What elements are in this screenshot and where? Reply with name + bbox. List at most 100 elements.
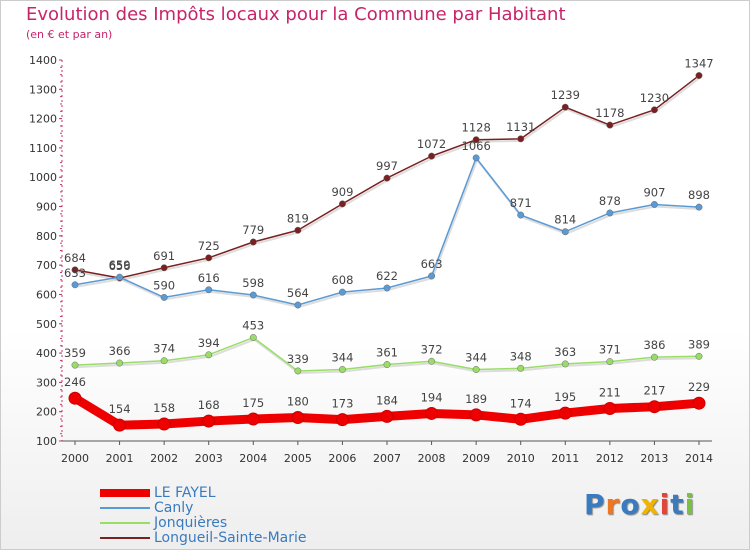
- x-tick-label: 2003: [195, 452, 223, 465]
- data-point-jonquieres: [606, 358, 614, 366]
- data-point-jonquieres: [695, 352, 703, 360]
- x-tick-label: 2005: [284, 452, 312, 465]
- y-tick-label: 1400: [29, 54, 57, 67]
- data-label-jonquieres: 394: [198, 336, 220, 350]
- data-point-jonquieres: [338, 366, 346, 373]
- data-label-jonquieres: 453: [242, 319, 264, 333]
- legend-swatch-le-fayel: [100, 489, 150, 497]
- legend-label-canly: Canly: [154, 500, 194, 516]
- data-label-le-fayel: 217: [643, 384, 665, 398]
- data-label-jonquieres: 366: [109, 344, 131, 358]
- chart-title: Evolution des Impôts locaux pour la Comm…: [26, 4, 566, 25]
- logo-letter: o: [620, 488, 641, 521]
- data-label-canly: 1066: [462, 139, 491, 153]
- data-label-canly: 564: [287, 286, 309, 300]
- legend-swatch-jonquieres: [100, 522, 150, 524]
- data-label-canly: 608: [331, 273, 353, 287]
- data-point-jonquieres: [205, 351, 213, 359]
- logo-letter: P: [584, 488, 606, 521]
- data-point-canly: [116, 273, 124, 281]
- y-tick-label: 1200: [29, 113, 57, 126]
- data-point-longueil-sainte-marie: [472, 136, 480, 144]
- data-point-longueil-sainte-marie: [294, 226, 302, 234]
- data-point-longueil-sainte-marie: [695, 72, 703, 79]
- data-label-longueil-sainte-marie: 997: [376, 159, 398, 173]
- data-point-canly: [338, 288, 346, 296]
- y-tick-label: 400: [36, 347, 57, 360]
- data-point-jonquieres: [650, 353, 658, 361]
- data-label-longueil-sainte-marie: 1128: [462, 121, 491, 135]
- data-point-canly: [650, 201, 658, 208]
- x-tick-label: 2009: [462, 452, 490, 465]
- chart-subtitle: (en € et par an): [26, 28, 113, 41]
- data-label-canly: 622: [376, 269, 398, 283]
- data-label-longueil-sainte-marie: 691: [153, 249, 175, 263]
- data-point-canly: [695, 203, 703, 211]
- data-point-longueil-sainte-marie: [249, 238, 257, 246]
- logo-letter: i: [684, 488, 696, 521]
- data-label-longueil-sainte-marie: 1072: [417, 137, 446, 151]
- x-tick-label: 2012: [596, 452, 624, 465]
- data-label-jonquieres: 386: [643, 338, 665, 352]
- y-tick-label: 500: [36, 318, 57, 331]
- legend-item-longueil: Longueil-Sainte-Marie: [100, 531, 307, 546]
- data-point-canly: [160, 293, 168, 301]
- data-label-canly: 898: [688, 188, 710, 202]
- data-label-le-fayel: 154: [109, 402, 131, 416]
- x-tick-label: 2006: [328, 452, 356, 465]
- data-label-le-fayel: 174: [510, 396, 532, 410]
- data-point-jonquieres: [472, 366, 480, 373]
- logo-letter: i: [659, 488, 671, 521]
- data-point-le-fayel: [246, 412, 260, 426]
- legend-swatch-canly: [100, 507, 150, 509]
- y-tick-label: 700: [36, 259, 57, 272]
- data-point-jonquieres: [71, 361, 79, 369]
- x-tick-label: 2008: [418, 452, 446, 465]
- data-point-longueil-sainte-marie: [205, 254, 213, 262]
- legend: LE FAYEL Canly Jonquières Longueil-Saint…: [100, 486, 307, 546]
- data-point-canly: [517, 211, 525, 219]
- data-point-canly: [294, 301, 302, 309]
- x-tick-label: 2000: [61, 452, 89, 465]
- y-tick-label: 1100: [29, 142, 57, 155]
- data-label-jonquieres: 372: [421, 342, 443, 356]
- data-label-longueil-sainte-marie: 909: [331, 185, 353, 199]
- data-label-longueil-sainte-marie: 1239: [551, 88, 580, 102]
- data-point-longueil-sainte-marie: [517, 135, 525, 143]
- data-label-le-fayel: 180: [287, 395, 309, 409]
- data-label-canly: 663: [421, 257, 443, 271]
- legend-item-le-fayel: LE FAYEL: [100, 486, 307, 501]
- data-label-le-fayel: 168: [198, 398, 220, 412]
- data-label-longueil-sainte-marie: 1230: [640, 91, 669, 105]
- data-label-jonquieres: 359: [64, 346, 86, 360]
- logo-letter: x: [640, 488, 660, 521]
- data-label-jonquieres: 348: [510, 349, 532, 363]
- data-label-canly: 598: [242, 276, 264, 290]
- data-label-le-fayel: 195: [554, 390, 576, 404]
- data-point-jonquieres: [428, 357, 436, 365]
- x-tick-label: 2001: [106, 452, 134, 465]
- data-point-longueil-sainte-marie: [428, 152, 436, 160]
- data-point-canly: [472, 154, 480, 162]
- data-point-le-fayel: [514, 412, 528, 426]
- data-label-canly: 871: [510, 196, 532, 210]
- data-point-jonquieres: [160, 357, 168, 365]
- legend-swatch-longueil: [100, 537, 150, 539]
- logo-letter: t: [670, 488, 685, 521]
- data-point-jonquieres: [249, 334, 257, 341]
- x-tick-label: 2007: [373, 452, 401, 465]
- data-point-le-fayel: [647, 400, 661, 414]
- data-label-longueil-sainte-marie: 684: [64, 251, 86, 265]
- data-point-le-fayel: [425, 406, 439, 420]
- x-tick-label: 2010: [507, 452, 535, 465]
- data-point-canly: [561, 228, 569, 236]
- logo-letter: r: [605, 488, 621, 521]
- legend-label-longueil: Longueil-Sainte-Marie: [154, 530, 307, 546]
- x-tick-label: 2004: [239, 452, 267, 465]
- proxiti-logo: Proxiti: [584, 488, 695, 521]
- data-point-canly: [383, 284, 391, 292]
- data-point-le-fayel: [113, 418, 127, 432]
- legend-label-jonquieres: Jonquières: [154, 515, 228, 531]
- data-label-canly: 907: [643, 185, 665, 199]
